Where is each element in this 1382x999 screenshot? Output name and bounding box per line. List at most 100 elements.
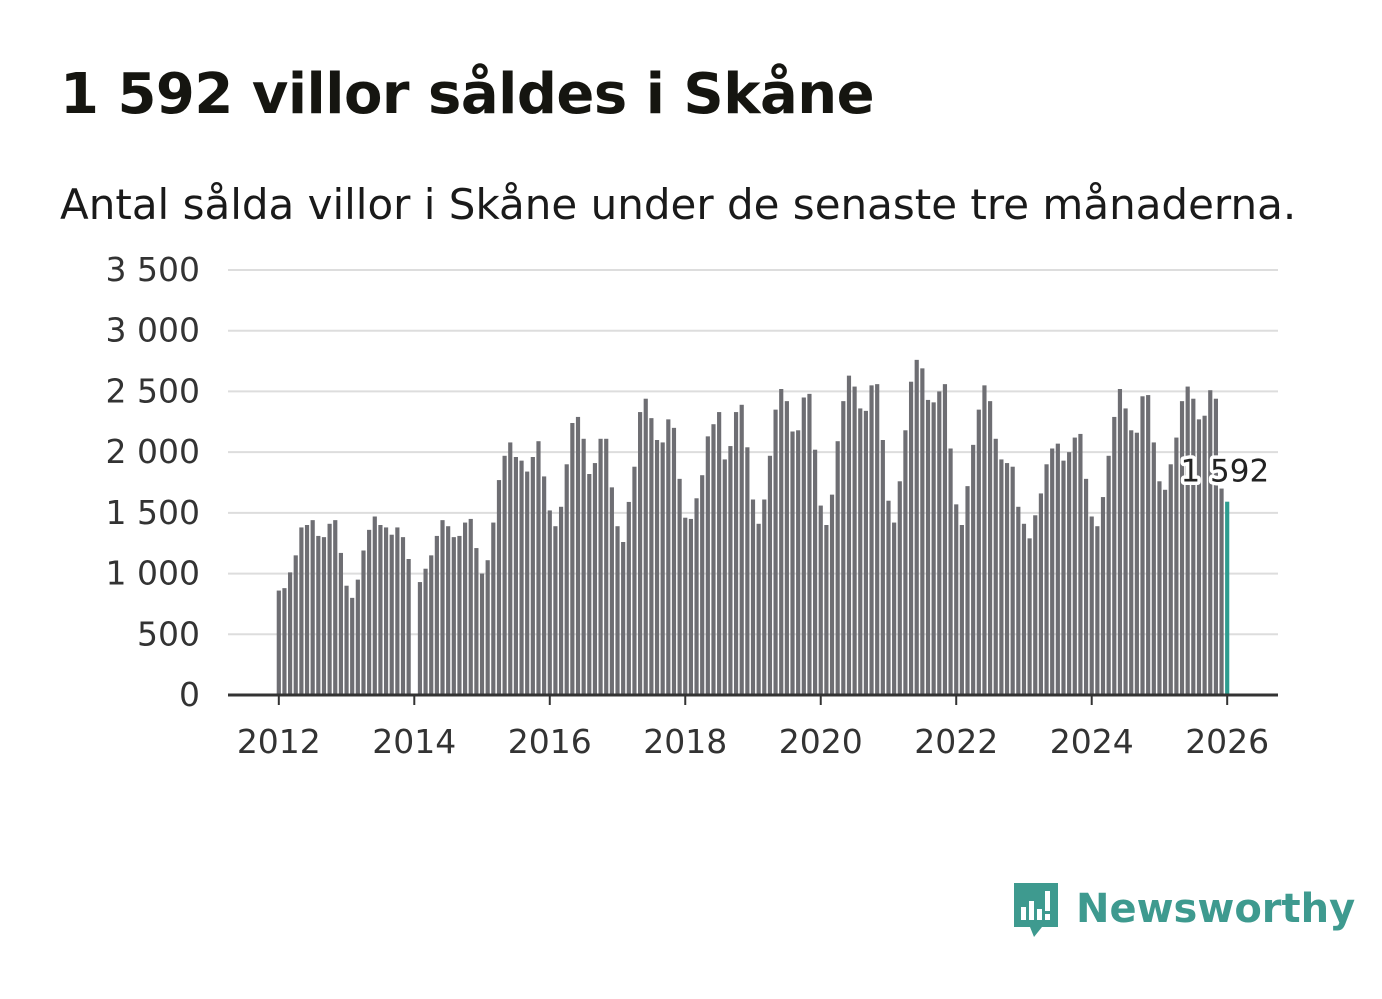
bar <box>1129 430 1134 695</box>
bar <box>434 535 439 695</box>
bar <box>451 537 456 695</box>
bar <box>1010 466 1015 695</box>
x-tick-label: 2016 <box>508 722 592 761</box>
bar <box>988 401 993 695</box>
bars <box>276 359 1230 695</box>
bar <box>367 529 372 695</box>
bar <box>372 516 377 695</box>
annotation: 1 592 <box>1177 450 1273 493</box>
bar <box>1163 489 1168 695</box>
bar <box>993 438 998 695</box>
chart-title: 1 592 villor såldes i Skåne <box>60 62 875 127</box>
bar <box>378 525 383 695</box>
bar <box>796 430 801 695</box>
bar <box>807 393 812 695</box>
bar <box>570 423 575 695</box>
bar <box>846 375 852 695</box>
x-tick-label: 2024 <box>1050 722 1134 761</box>
bar <box>1219 488 1224 695</box>
bar <box>1078 433 1083 695</box>
bar <box>700 475 705 695</box>
bar <box>457 535 462 695</box>
brand-name: Newsworthy <box>1076 886 1356 932</box>
bar <box>1225 501 1230 695</box>
bar <box>722 459 727 695</box>
bar <box>858 408 863 695</box>
bar <box>982 385 987 695</box>
bar <box>1067 452 1072 695</box>
bar <box>406 559 411 695</box>
bar <box>869 385 874 695</box>
bar <box>344 585 349 695</box>
bar <box>293 555 298 695</box>
y-tick-label: 2 500 <box>106 371 200 410</box>
bar <box>429 555 434 695</box>
x-tick-label: 2026 <box>1185 722 1269 761</box>
bar <box>897 481 902 695</box>
bar <box>717 412 722 695</box>
bar <box>350 597 355 695</box>
bar <box>767 455 773 695</box>
bar <box>496 480 502 695</box>
bar <box>1208 390 1213 695</box>
bar <box>999 459 1004 695</box>
bar <box>959 525 964 695</box>
bar <box>598 438 603 695</box>
bar <box>824 525 829 695</box>
bar <box>1174 437 1179 695</box>
x-tick-label: 2020 <box>779 722 863 761</box>
bar <box>282 588 287 695</box>
bar <box>920 368 925 695</box>
bar <box>1027 538 1032 695</box>
bar <box>333 520 338 695</box>
bar <box>1033 515 1038 695</box>
y-tick-label: 0 <box>179 675 200 714</box>
bar <box>491 522 496 695</box>
bar <box>841 401 846 695</box>
bar <box>976 409 981 695</box>
bar <box>1191 398 1196 695</box>
bar <box>587 474 592 695</box>
latest-value-label: 1 592 <box>1180 454 1269 490</box>
bar <box>1134 432 1139 695</box>
bar <box>1095 526 1100 695</box>
bar <box>818 505 823 695</box>
bar <box>931 402 936 695</box>
bar <box>908 381 914 695</box>
bar <box>1044 464 1049 695</box>
bar <box>671 427 677 695</box>
bar <box>739 404 744 695</box>
bar <box>1151 442 1156 695</box>
bar <box>638 412 643 695</box>
bar <box>948 448 953 695</box>
bar <box>1157 481 1162 695</box>
bar <box>1106 455 1111 695</box>
bar <box>666 419 671 695</box>
bar <box>361 550 366 695</box>
bar <box>446 526 451 695</box>
bar <box>728 446 733 695</box>
bar <box>395 527 400 695</box>
bar <box>1055 443 1060 695</box>
bar <box>654 440 660 695</box>
bar <box>756 523 761 695</box>
bar <box>1061 460 1066 695</box>
bar <box>942 384 948 695</box>
bar <box>829 494 835 695</box>
bar <box>327 523 332 695</box>
bar <box>355 579 360 695</box>
bar <box>965 486 970 695</box>
bar <box>1140 396 1145 695</box>
bar <box>1213 398 1218 695</box>
y-tick-label: 2 000 <box>106 432 200 471</box>
bar <box>1100 497 1106 695</box>
bar <box>835 441 840 695</box>
y-tick-label: 3 500 <box>106 250 200 289</box>
bar <box>750 499 756 695</box>
bar <box>1117 389 1123 695</box>
bar <box>276 590 281 695</box>
bar <box>903 430 908 695</box>
bar <box>1038 493 1043 695</box>
newsworthy-logo-icon <box>1014 883 1058 937</box>
bar <box>338 552 343 695</box>
